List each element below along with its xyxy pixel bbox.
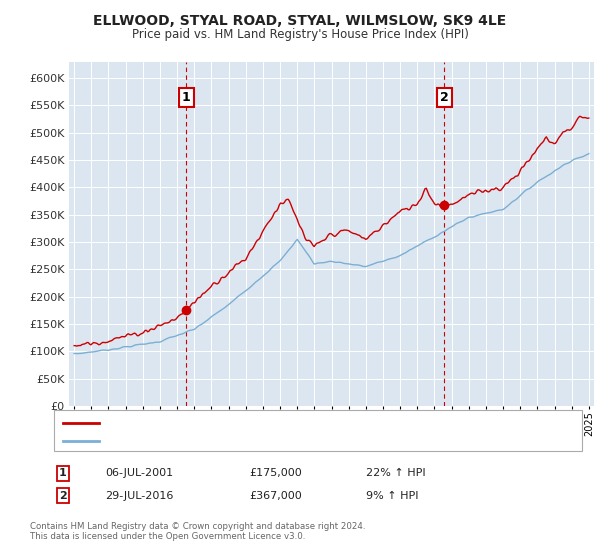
Text: 9% ↑ HPI: 9% ↑ HPI bbox=[366, 491, 419, 501]
Text: 1: 1 bbox=[182, 91, 190, 104]
Text: ELLWOOD, STYAL ROAD, STYAL, WILMSLOW, SK9 4LE (detached house): ELLWOOD, STYAL ROAD, STYAL, WILMSLOW, SK… bbox=[105, 418, 475, 428]
Text: £175,000: £175,000 bbox=[249, 468, 302, 478]
Text: ELLWOOD, STYAL ROAD, STYAL, WILMSLOW, SK9 4LE: ELLWOOD, STYAL ROAD, STYAL, WILMSLOW, SK… bbox=[94, 14, 506, 28]
Text: 2: 2 bbox=[59, 491, 67, 501]
Text: Price paid vs. HM Land Registry's House Price Index (HPI): Price paid vs. HM Land Registry's House … bbox=[131, 28, 469, 41]
Text: 29-JUL-2016: 29-JUL-2016 bbox=[105, 491, 173, 501]
Text: HPI: Average price, detached house, Cheshire East: HPI: Average price, detached house, Ches… bbox=[105, 436, 370, 446]
Text: 22% ↑ HPI: 22% ↑ HPI bbox=[366, 468, 425, 478]
Text: 1: 1 bbox=[59, 468, 67, 478]
Text: Contains HM Land Registry data © Crown copyright and database right 2024.
This d: Contains HM Land Registry data © Crown c… bbox=[30, 522, 365, 542]
Text: 2: 2 bbox=[440, 91, 449, 104]
Text: 06-JUL-2001: 06-JUL-2001 bbox=[105, 468, 173, 478]
Text: £367,000: £367,000 bbox=[249, 491, 302, 501]
